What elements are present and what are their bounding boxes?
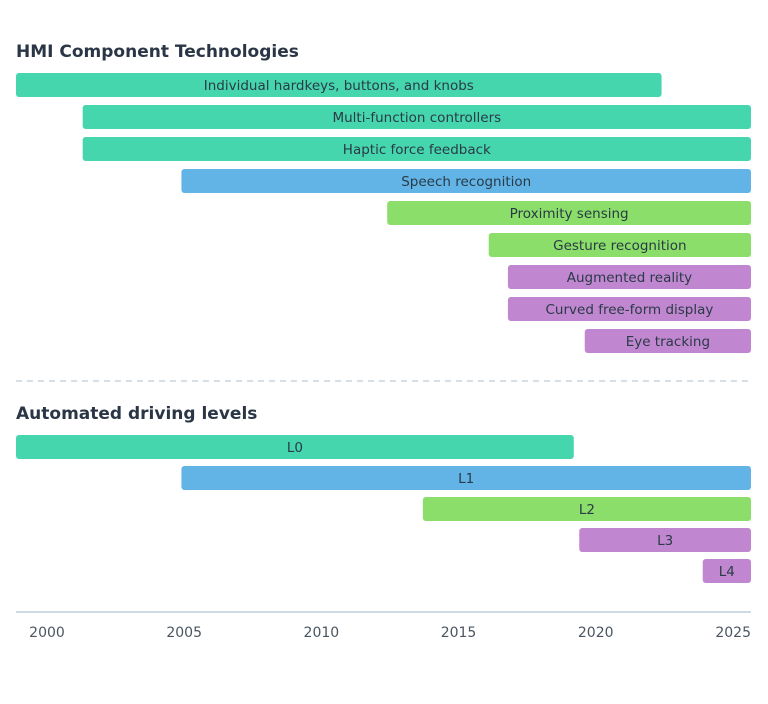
bar-label: Speech recognition: [401, 174, 531, 190]
bar: [181, 169, 751, 193]
bar-label: Proximity sensing: [510, 206, 629, 222]
bar: [488, 233, 751, 257]
bar: [507, 297, 751, 321]
bar: [82, 137, 752, 161]
panel-title: Automated driving levels: [16, 404, 257, 424]
bar-label: Gesture recognition: [553, 238, 686, 254]
x-tick-label: 2015: [441, 625, 477, 641]
bar: [82, 105, 752, 129]
bar: [387, 201, 751, 225]
bar-label: Multi-function controllers: [332, 110, 501, 126]
bar-label: L4: [719, 564, 735, 580]
bar: [584, 329, 751, 353]
bar-label: L3: [657, 533, 673, 549]
x-tick-label: 2020: [578, 625, 614, 641]
bar-label: L2: [579, 502, 595, 518]
bar: [16, 435, 574, 459]
bar-label: Augmented reality: [567, 270, 692, 286]
bar: [507, 265, 751, 289]
bar: [422, 497, 751, 521]
bar-label: Curved free-form display: [546, 302, 714, 318]
bar: [181, 466, 751, 490]
bar-label: Eye tracking: [626, 334, 710, 350]
panel-title: HMI Component Technologies: [16, 42, 299, 62]
bar: [16, 73, 662, 97]
bar-label: Haptic force feedback: [343, 142, 491, 158]
bar: [702, 559, 751, 583]
x-tick-label: 2005: [166, 625, 202, 641]
bar-label: L1: [458, 471, 474, 487]
bar-label: Individual hardkeys, buttons, and knobs: [204, 78, 474, 94]
x-tick-label: 2000: [29, 625, 65, 641]
bar-label: L0: [287, 440, 303, 456]
x-tick-label: 2025: [715, 625, 751, 641]
bar: [579, 528, 751, 552]
x-tick-label: 2010: [304, 625, 340, 641]
